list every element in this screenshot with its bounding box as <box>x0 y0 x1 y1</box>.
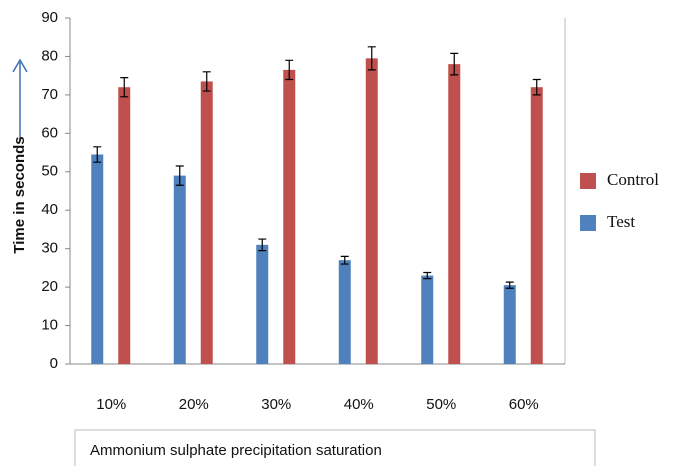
x-tick-label: 20% <box>179 396 209 413</box>
error-bar <box>423 271 432 280</box>
legend-label: Control <box>607 170 659 189</box>
error-bar <box>93 146 102 163</box>
error-bar <box>175 165 184 186</box>
x-axis-title: Ammonium sulphate precipitation saturati… <box>90 442 382 459</box>
error-bar <box>202 71 211 92</box>
legend-swatch <box>580 173 596 189</box>
error-bar <box>532 78 541 96</box>
x-tick-label: 30% <box>261 396 291 413</box>
y-tick-label: 70 <box>41 86 58 103</box>
y-tick-label: 80 <box>41 47 58 64</box>
bar <box>448 64 461 364</box>
bar <box>338 260 351 364</box>
x-tick-label: 50% <box>426 396 456 413</box>
y-tick-label: 60 <box>41 124 58 141</box>
y-tick-label: 50 <box>41 163 58 180</box>
error-bar <box>367 46 376 71</box>
legend-swatch <box>580 215 596 231</box>
bar <box>421 275 434 364</box>
x-tick-label: 60% <box>509 396 539 413</box>
bar <box>503 285 516 364</box>
y-tick-label: 20 <box>41 278 58 295</box>
error-bar <box>505 281 514 289</box>
bar <box>283 69 296 365</box>
bar <box>200 81 213 364</box>
error-bar <box>120 76 129 98</box>
bar <box>91 154 104 364</box>
legend-label: Test <box>607 212 635 231</box>
y-axis-title: Time in seconds <box>11 136 28 253</box>
arrow-head <box>12 58 28 73</box>
bar <box>256 244 269 364</box>
error-bar <box>258 238 267 252</box>
error-bar <box>340 255 349 265</box>
bar <box>530 87 543 364</box>
y-tick-label: 90 <box>41 9 58 26</box>
bar <box>173 175 186 364</box>
bar <box>365 58 378 364</box>
y-tick-label: 10 <box>41 317 58 334</box>
x-tick-label: 40% <box>344 396 374 413</box>
y-tick-label: 0 <box>50 355 58 372</box>
error-bar <box>450 52 459 76</box>
x-title-box <box>74 429 596 466</box>
bar <box>118 87 131 364</box>
y-tick-label: 30 <box>41 240 58 257</box>
y-tick-label: 40 <box>41 201 58 218</box>
error-bar <box>285 59 294 81</box>
x-tick-label: 10% <box>96 396 126 413</box>
